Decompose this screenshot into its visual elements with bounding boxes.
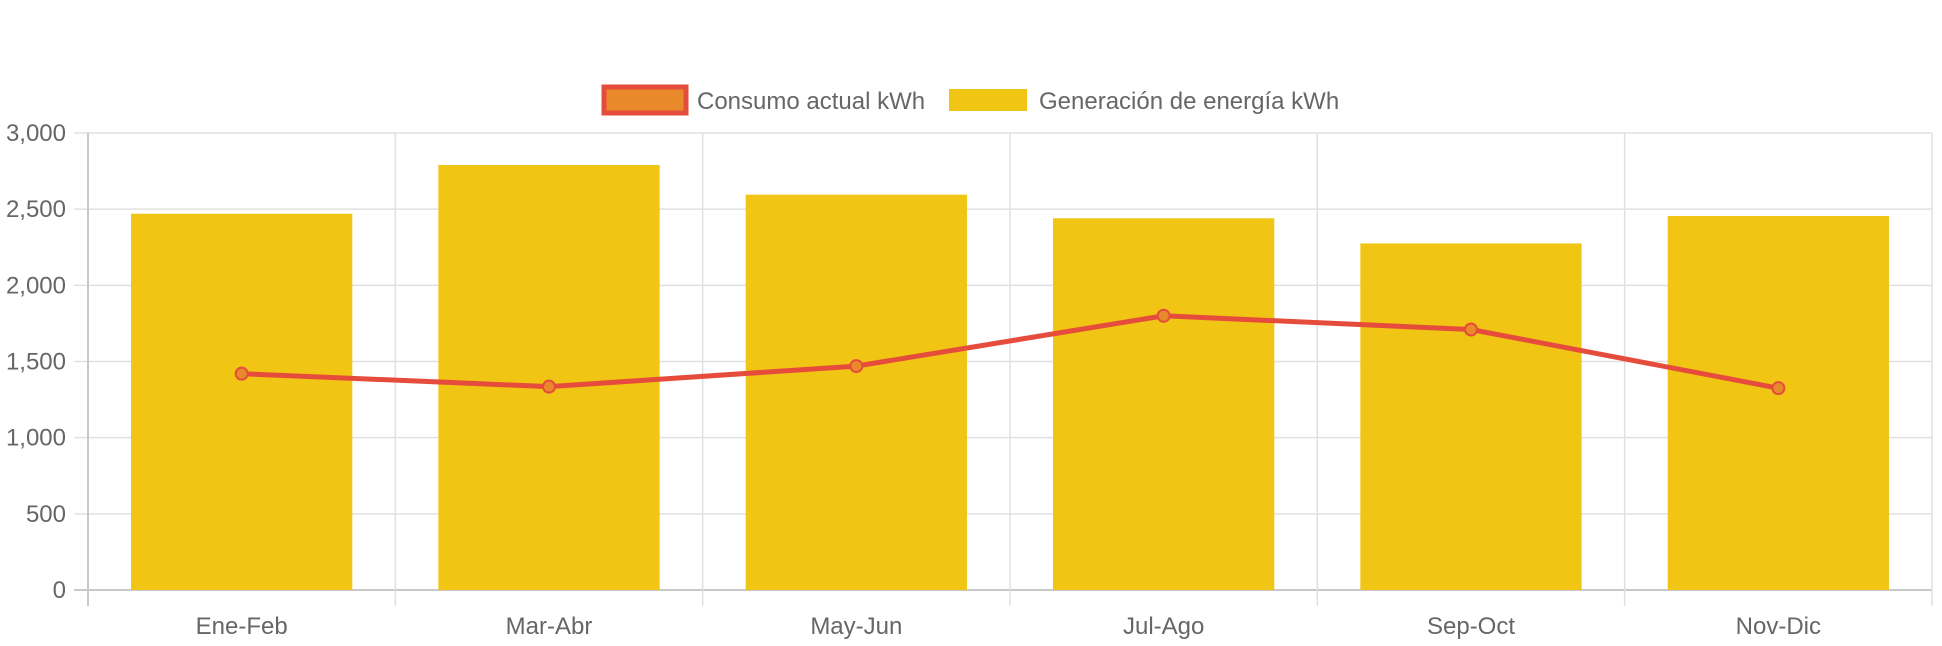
bar-may-jun[interactable] (745, 194, 967, 590)
x-tick-label: Mar-Abr (506, 613, 593, 640)
consumo-point-sep-oct[interactable] (1464, 322, 1478, 337)
legend-label-consumo: Consumo actual kWh (697, 88, 925, 115)
consumo-point-ene-feb[interactable] (234, 366, 249, 381)
y-tick-label: 1,000 (6, 425, 66, 452)
x-tick-label: Sep-Oct (1427, 613, 1515, 640)
legend-item-consumo[interactable]: Consumo actual kWh (601, 84, 925, 116)
consumo-point-jul-ago[interactable] (1156, 308, 1171, 323)
x-tick-label: Nov-Dic (1736, 613, 1821, 640)
bar-mar-abr[interactable] (438, 164, 660, 591)
legend-swatch-generacion (949, 89, 1027, 111)
bar-ene-feb[interactable] (131, 213, 353, 590)
legend-label-generacion: Generación de energía kWh (1039, 88, 1339, 115)
consumo-line (239, 313, 1781, 391)
y-tick-label: 1,500 (6, 349, 66, 376)
legend[interactable]: Consumo actual kWh Generación de energía… (601, 84, 1339, 116)
bar-jul-ago[interactable] (1053, 218, 1275, 590)
bar-series (131, 164, 1889, 591)
y-tick-label: 3,000 (6, 120, 66, 147)
x-tick-label: May-Jun (810, 613, 902, 640)
y-tick-label: 0 (53, 577, 66, 604)
legend-swatch-consumo (601, 84, 689, 116)
y-tick-label: 2,000 (6, 272, 66, 299)
axes: 0 500 1,000 1,500 2,000 2,500 3,000 Ene-Feb Mar-… (6, 120, 1821, 640)
grid-lines (74, 132, 1933, 606)
y-tick-label: 2,500 (6, 196, 66, 223)
bar-sep-oct[interactable] (1360, 243, 1582, 591)
y-tick-label: 500 (26, 501, 66, 528)
legend-item-generacion[interactable]: Generación de energía kWh (949, 88, 1339, 115)
consumo-point-nov-dic[interactable] (1771, 381, 1786, 396)
line-series (234, 308, 1786, 396)
x-tick-label: Ene-Feb (196, 613, 288, 640)
bar-nov-dic[interactable] (1667, 216, 1889, 590)
consumo-point-mar-abr[interactable] (542, 379, 556, 394)
x-tick-label: Jul-Ago (1123, 613, 1204, 640)
consumo-point-may-jun[interactable] (849, 359, 864, 374)
